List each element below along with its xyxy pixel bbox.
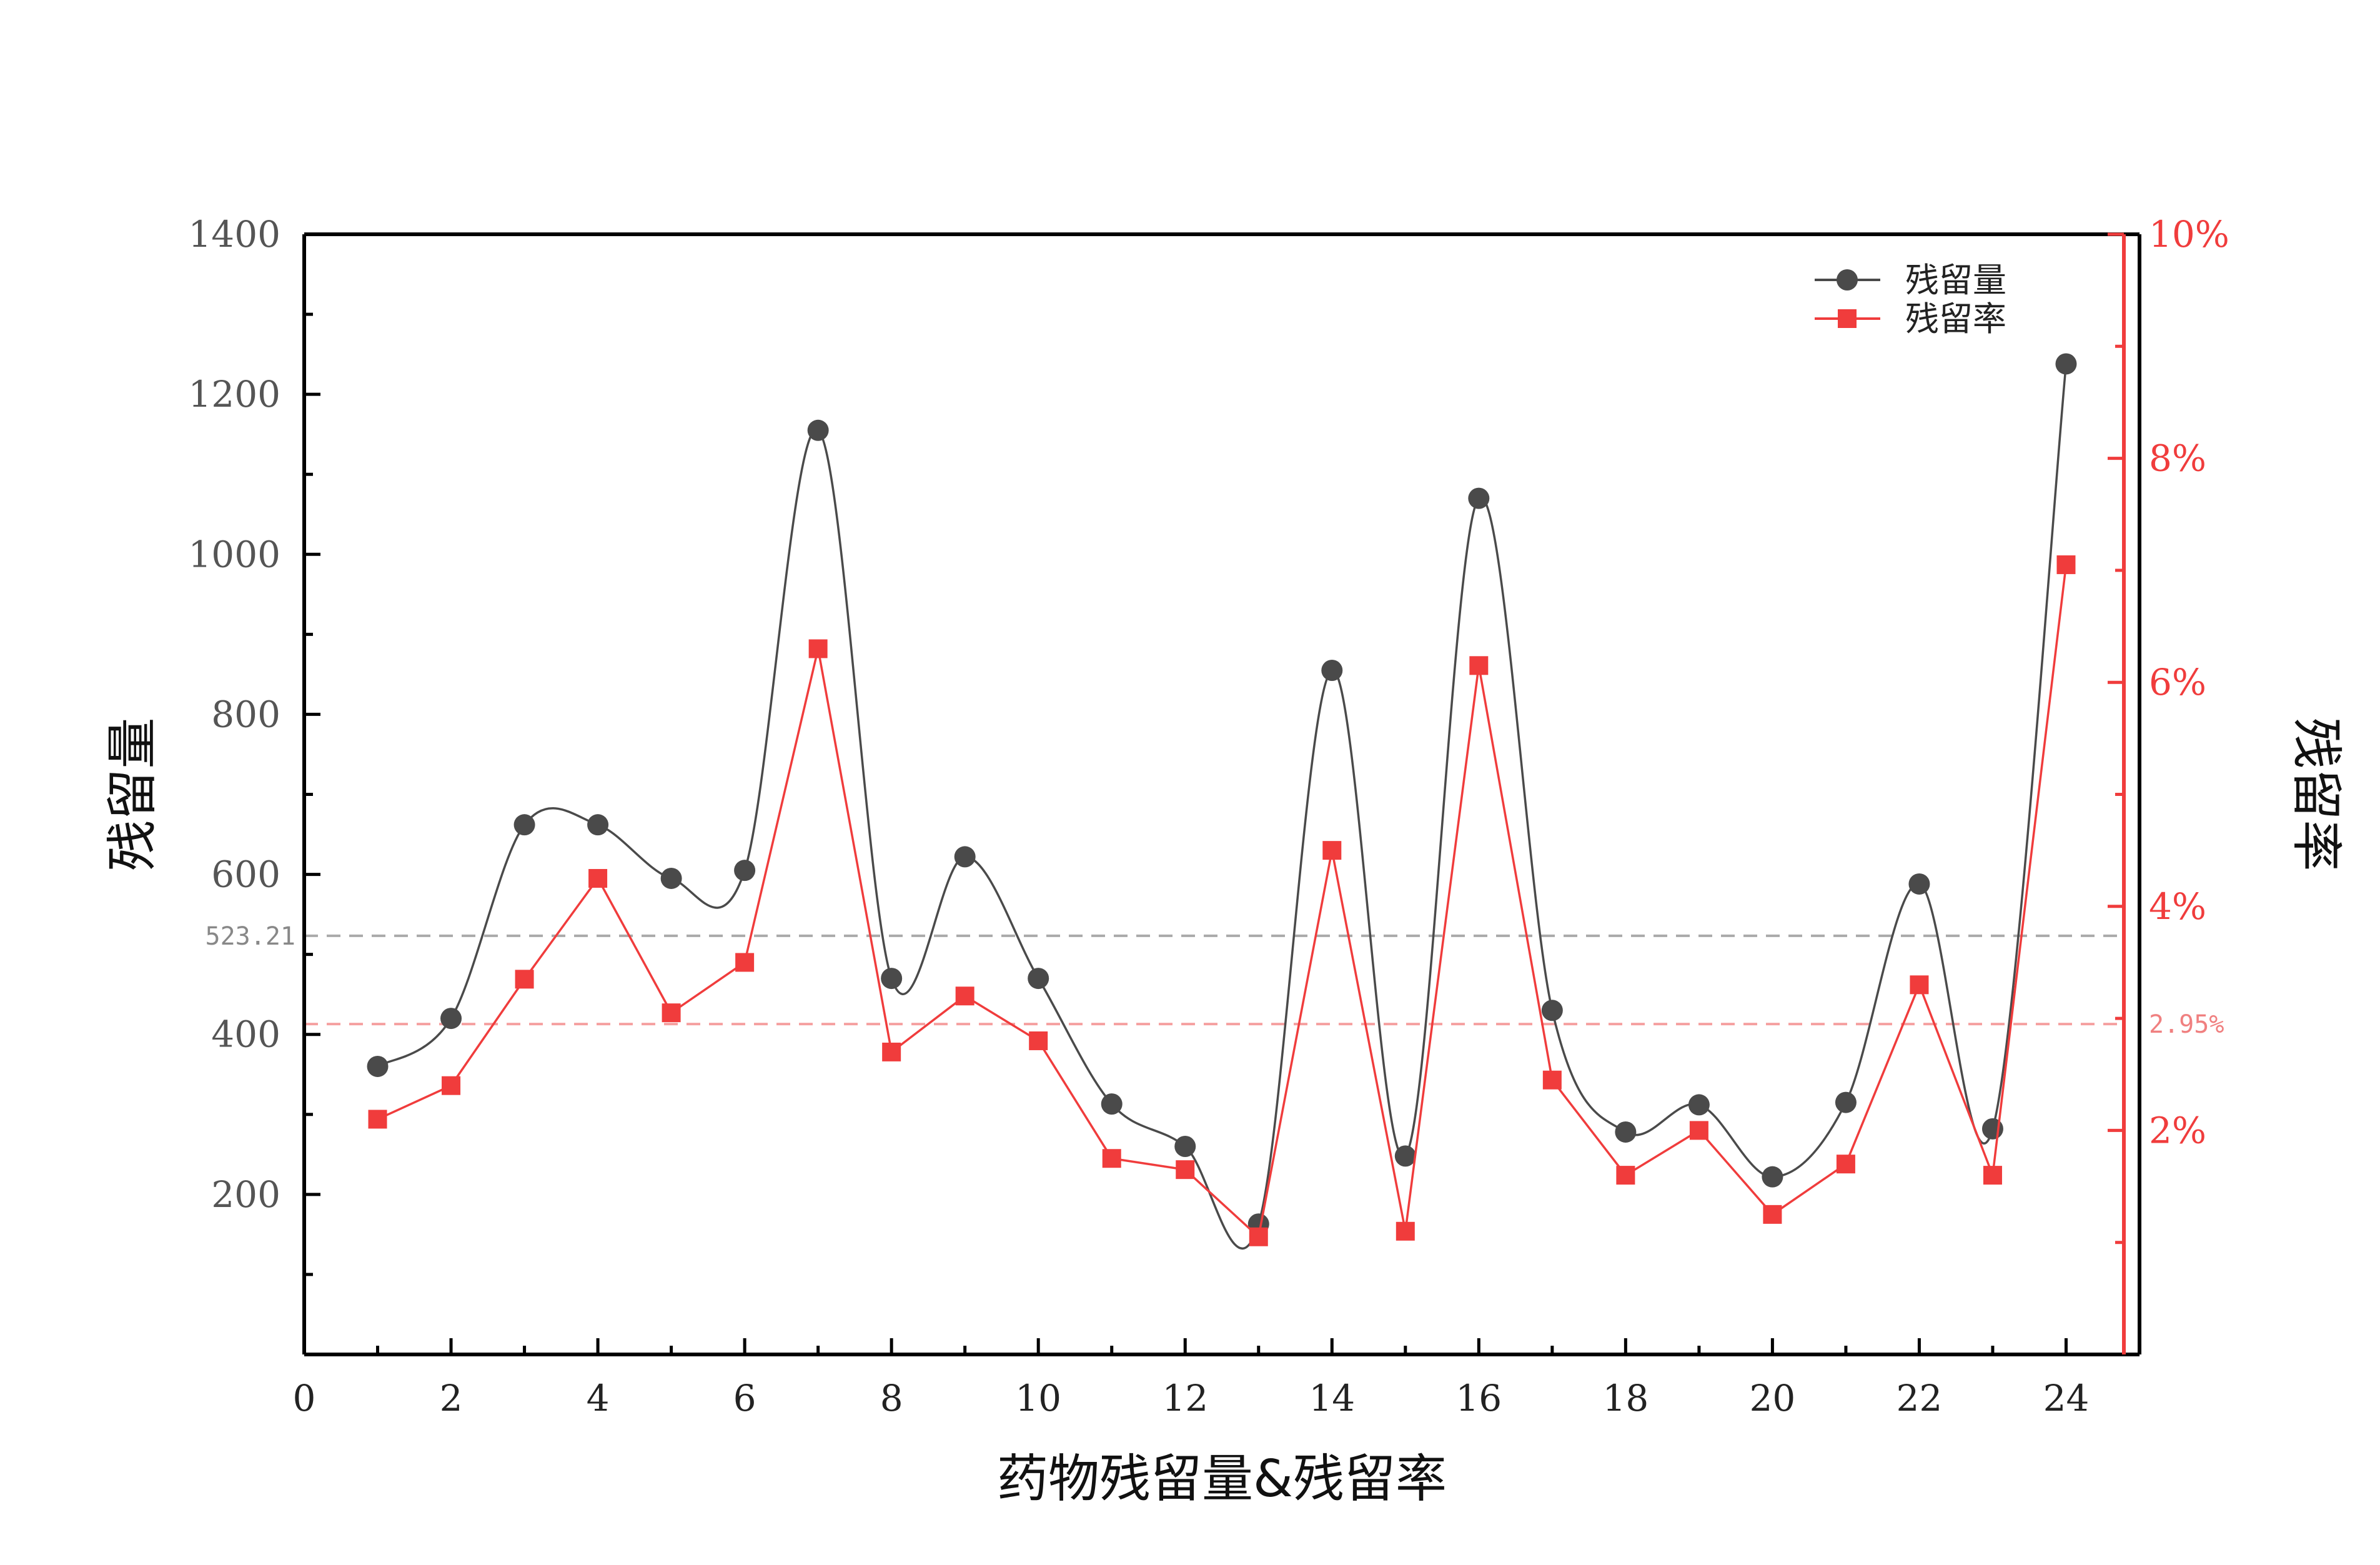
series-line: [377, 364, 2068, 1250]
data-point: [954, 846, 976, 868]
x-tick-label: 24: [2043, 1377, 2090, 1419]
legend-item: 残留量: [1815, 261, 2006, 300]
data-point: [1174, 1136, 1196, 1158]
y-tick-label: 1200: [188, 373, 280, 415]
data-point: [2055, 353, 2077, 375]
plot-frame: [302, 232, 2141, 1356]
y-axis-right-title: 残留率: [2286, 717, 2346, 871]
data-point: [2056, 555, 2076, 574]
x-tick-label: 22: [1897, 1377, 1943, 1419]
data-point: [1176, 1160, 1195, 1180]
x-tick-label: 2: [440, 1377, 463, 1419]
data-point: [882, 1042, 901, 1061]
data-point: [1394, 1145, 1416, 1167]
data-point: [588, 868, 608, 888]
legend-swatch-marker: [1837, 269, 1858, 291]
x-tick-label: 10: [1015, 1377, 1061, 1419]
data-point: [662, 1003, 681, 1023]
data-point: [1983, 1166, 2002, 1185]
data-point: [1688, 1094, 1710, 1116]
data-point: [1762, 1166, 1783, 1188]
y2-tick-label: 10%: [2149, 213, 2229, 256]
y2-tick-label: 6%: [2149, 661, 2206, 703]
y2-tick-label: 8%: [2149, 437, 2206, 480]
x-tick-label: 4: [587, 1377, 610, 1419]
data-point: [1321, 659, 1343, 681]
data-point: [442, 1076, 461, 1095]
data-point: [1102, 1149, 1121, 1168]
data-point: [368, 1110, 387, 1129]
x-axis-title: 药物残留量&残留率: [997, 1449, 1447, 1509]
reference-line-label: 523.21: [206, 922, 296, 951]
x-tick-label: 0: [293, 1377, 316, 1419]
data-point: [513, 814, 535, 836]
y-tick-label: 200: [211, 1173, 280, 1216]
data-point: [1763, 1205, 1782, 1224]
data-point: [1689, 1121, 1708, 1140]
data-point: [1028, 968, 1049, 990]
x-tick-label: 18: [1602, 1377, 1649, 1419]
x-tick-label: 6: [733, 1377, 756, 1419]
y-tick-label: 400: [211, 1013, 280, 1056]
data-point: [808, 639, 828, 658]
data-point: [735, 953, 755, 972]
data-point: [1322, 841, 1342, 860]
data-point: [955, 986, 974, 1006]
data-point: [1615, 1121, 1637, 1143]
reference-lines: 523.21 2.95%: [206, 922, 2224, 1039]
y-axis-left-title: 残留量: [103, 717, 162, 871]
y-tick-label: 800: [211, 693, 280, 735]
data-point: [1469, 656, 1489, 675]
x-tick-label: 8: [880, 1377, 903, 1419]
data-point: [1908, 873, 1930, 895]
data-point: [1542, 1070, 1562, 1090]
data-point: [1101, 1093, 1123, 1115]
y-tick-label: 600: [211, 853, 280, 896]
data-point: [1616, 1166, 1635, 1185]
reference-line-label: 2.95%: [2149, 1010, 2224, 1039]
data-point: [1910, 975, 1929, 995]
series-rate: [368, 555, 2076, 1246]
x-tick-label: 14: [1309, 1377, 1355, 1419]
y2-tick-label: 4%: [2149, 885, 2206, 928]
series-residue: [367, 353, 2077, 1250]
y-axis-right: 2% 4% 6% 8% 10%: [2108, 213, 2229, 1245]
y-tick-label: 1000: [188, 533, 280, 575]
series-layer: [367, 353, 2077, 1250]
data-point: [1468, 487, 1490, 509]
data-point: [1249, 1227, 1268, 1246]
data-point: [734, 860, 756, 882]
x-tick-label: 20: [1749, 1377, 1795, 1419]
data-point: [515, 970, 534, 989]
data-point: [367, 1055, 389, 1077]
data-point: [1836, 1155, 1855, 1174]
data-point: [587, 814, 609, 836]
y-axis-left: 200 400 600 800 1000 1200 1400: [188, 213, 320, 1276]
x-tick-label: 16: [1455, 1377, 1502, 1419]
legend-label: 残留量: [1905, 261, 2006, 300]
data-point: [440, 1008, 462, 1030]
data-point: [1541, 1000, 1563, 1021]
series-line: [377, 564, 2068, 1240]
y2-tick-label: 2%: [2149, 1109, 2206, 1151]
legend-label: 残留率: [1905, 299, 2006, 339]
x-axis: 0 2 4 6 8 10 12 14 16 18 20 22 24: [293, 1338, 2090, 1419]
data-point: [807, 419, 829, 441]
y-tick-label: 1400: [188, 213, 280, 256]
data-point: [881, 968, 903, 990]
data-point: [1396, 1221, 1415, 1241]
data-point: [660, 867, 682, 889]
data-point: [1029, 1031, 1048, 1050]
data-point: [1835, 1091, 1857, 1113]
legend-swatch-marker: [1838, 309, 1857, 328]
x-tick-label: 12: [1162, 1377, 1208, 1419]
legend-item: 残留率: [1815, 299, 2006, 339]
